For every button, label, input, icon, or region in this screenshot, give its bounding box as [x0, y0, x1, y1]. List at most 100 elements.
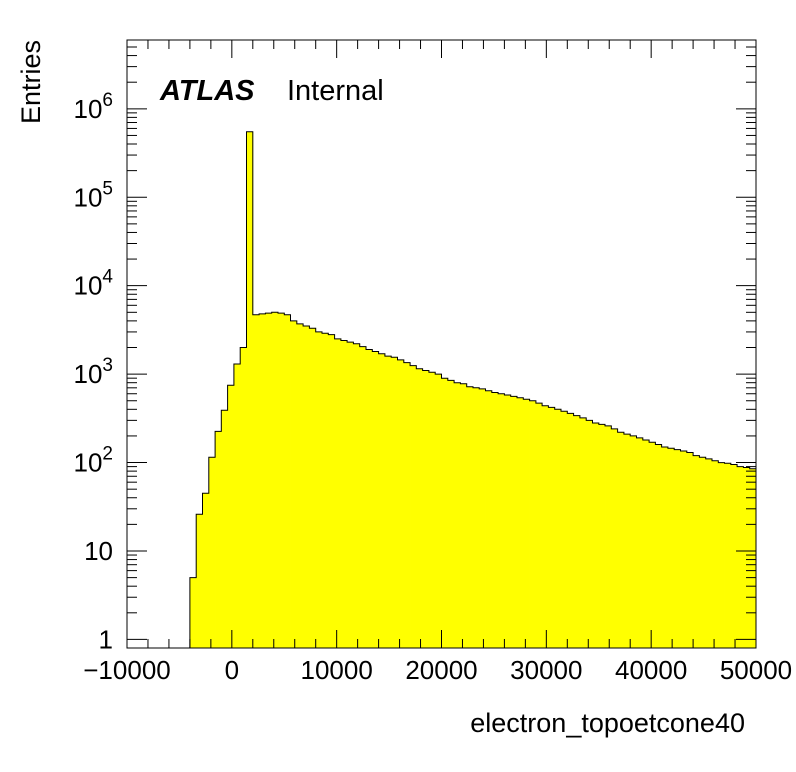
histogram-bin [567, 413, 574, 648]
histogram-bin [321, 333, 329, 648]
x-tick-label: 20000 [405, 655, 477, 685]
histogram-bin [309, 328, 317, 648]
histogram-bin [284, 314, 291, 648]
histogram-bin [636, 437, 644, 648]
internal-label: Internal [287, 75, 384, 107]
x-tick-label: 0 [225, 655, 239, 685]
histogram-bin [554, 409, 562, 648]
histogram-bin [498, 393, 505, 648]
y-tick-label: 102 [74, 444, 114, 478]
y-tick-label: 103 [74, 355, 114, 389]
histogram-bin [303, 326, 310, 648]
histogram-bin [510, 396, 518, 648]
histogram-bin [674, 449, 681, 648]
histogram-bin [586, 420, 593, 648]
y-tick-label: 10 [84, 536, 113, 566]
histogram-bars [189, 131, 757, 648]
histogram-bin [277, 313, 285, 648]
histogram-bin [617, 432, 625, 648]
histogram-bin [611, 428, 619, 648]
histogram-bin [479, 388, 486, 648]
histogram-bin [366, 349, 373, 648]
histogram-bin [259, 313, 266, 648]
histogram-bin [428, 372, 436, 648]
histogram-bin [705, 458, 713, 648]
histogram-bin [523, 399, 530, 648]
histogram-bin [592, 423, 600, 648]
x-axis-title: electron_topoetcone40 [470, 708, 745, 738]
histogram-bin [353, 343, 361, 648]
histogram-bin [240, 347, 247, 648]
histogram-bin [598, 424, 606, 648]
histogram-bin [391, 357, 398, 648]
histogram-bin [561, 411, 568, 648]
histogram-bin [403, 362, 411, 648]
histogram-bin [542, 405, 549, 648]
histogram-bin [718, 462, 725, 648]
x-tick-label: 40000 [615, 655, 687, 685]
histogram-bin [667, 448, 675, 648]
histogram-bin [233, 364, 241, 648]
histogram-bin [397, 359, 405, 648]
histogram-bin [743, 467, 751, 648]
histogram-bin [573, 415, 581, 648]
histogram-bin [699, 457, 707, 648]
histogram-bin [579, 417, 587, 648]
y-tick-label: 1 [99, 624, 113, 654]
histogram-bin [535, 403, 543, 648]
histogram-bin [378, 353, 386, 648]
histogram-bin [730, 464, 738, 648]
histogram-outline [127, 131, 756, 649]
histogram-bin [384, 356, 392, 648]
histogram-bin [686, 452, 694, 648]
x-tick-label: 50000 [720, 655, 792, 685]
histogram-bin [359, 346, 367, 648]
histogram-bin [334, 338, 342, 648]
y-tick-label: 106 [74, 90, 114, 124]
y-tick-label: 104 [74, 267, 114, 301]
histogram-bin [605, 425, 612, 648]
histogram-bin [221, 410, 229, 648]
histogram-bin [447, 380, 455, 648]
histogram-bin [265, 313, 273, 648]
histogram-bin [315, 331, 323, 648]
histogram-bin [435, 374, 442, 648]
histogram-bin [680, 451, 688, 648]
x-tick-label: 10000 [301, 655, 373, 685]
histogram-bin [472, 387, 480, 648]
histogram-bin [460, 383, 468, 648]
histogram-bin [372, 351, 379, 648]
histogram-bin [441, 378, 449, 648]
histogram-bin [328, 334, 335, 648]
histogram-bin [516, 397, 524, 648]
histogram-bin [623, 434, 631, 648]
histogram-bin [422, 370, 430, 648]
histogram-bin [246, 131, 254, 648]
histogram-bin [711, 460, 719, 648]
y-axis-title: Entries [16, 40, 46, 124]
histogram-bin [655, 444, 663, 648]
histogram-bin [491, 392, 499, 648]
histogram-bin [749, 468, 757, 648]
histogram-bin [504, 395, 512, 648]
histogram-bin [410, 365, 417, 648]
histogram-bin [252, 314, 260, 648]
histogram-bin [208, 457, 216, 648]
histogram-bin [196, 514, 203, 648]
histogram-bin [189, 577, 197, 648]
histogram-bin [347, 342, 354, 648]
histogram-bin [340, 340, 348, 648]
histogram-bin [649, 442, 656, 648]
histogram-bin [724, 463, 732, 648]
y-tick-labels: 1 10 102 103 104 105 106 [74, 90, 114, 655]
histogram-bin [271, 312, 279, 648]
histogram-bin [693, 455, 700, 648]
histogram-bin [630, 435, 637, 648]
histogram-bin [485, 390, 493, 648]
x-tick-label: 30000 [510, 655, 582, 685]
y-tick-label: 105 [74, 178, 114, 212]
histogram-bin [454, 382, 461, 648]
histogram-bin [529, 400, 537, 648]
histogram-outline-path [127, 131, 756, 649]
